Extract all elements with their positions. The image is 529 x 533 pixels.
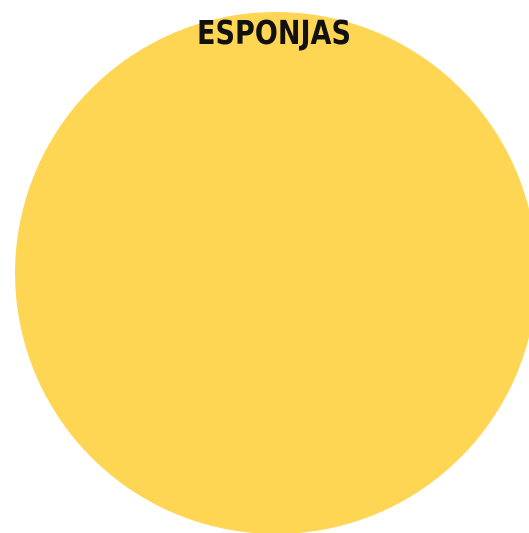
title-label: ESPONJAS	[197, 13, 351, 52]
yellow-circle	[15, 12, 529, 533]
